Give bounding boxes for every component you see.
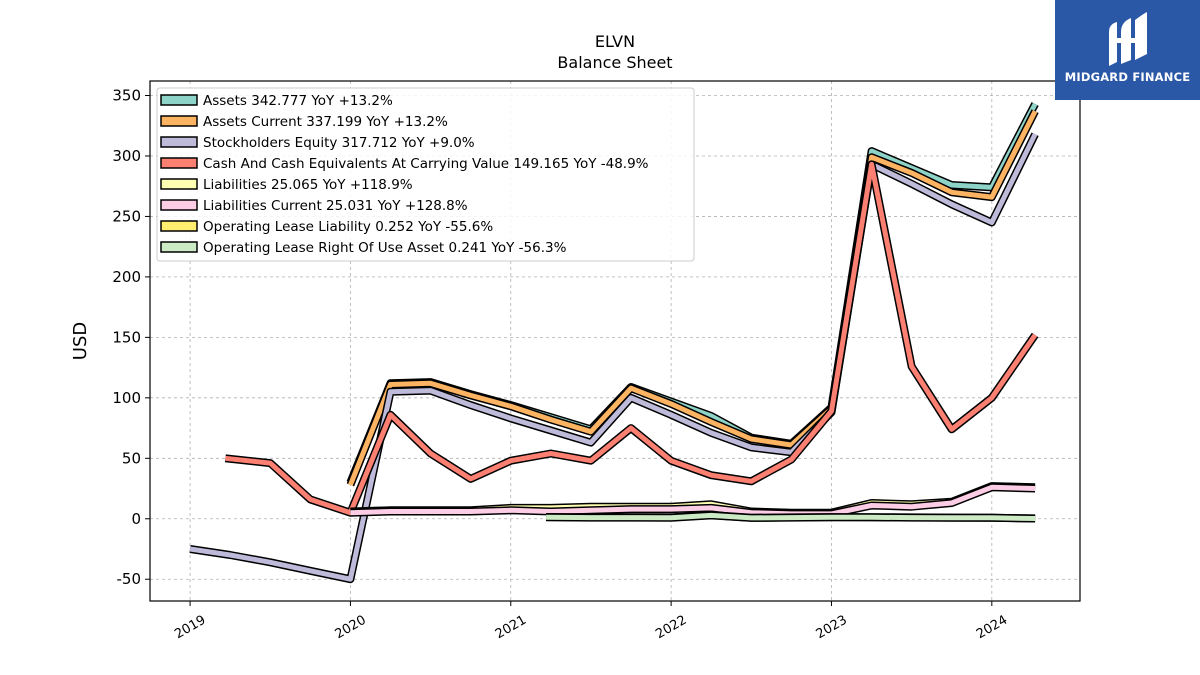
y-tick-label: 0 <box>131 510 141 528</box>
series-line <box>350 483 1036 518</box>
x-axis-ticks: 2019 2020 2021 2022 2023 2024 <box>172 601 1010 642</box>
x-tick-label: 2021 <box>493 613 529 643</box>
legend-label: Stockholders Equity 317.712 YoY +9.0% <box>203 135 475 151</box>
series-line-fill <box>348 110 1038 486</box>
midgard-logo-icon <box>1109 12 1147 66</box>
legend-item: Liabilities 25.065 YoY +118.9% <box>160 177 413 193</box>
legend-label: Cash And Cash Equivalents At Carrying Va… <box>203 156 649 172</box>
series-lines <box>189 102 1039 584</box>
x-tick-label: 2024 <box>974 613 1010 643</box>
y-tick-label: 50 <box>122 449 141 467</box>
legend-swatch <box>160 136 198 148</box>
series-line-fill <box>189 133 1038 582</box>
legend-swatch <box>160 199 198 211</box>
x-tick-label: 2023 <box>814 613 850 643</box>
y-tick-label: 150 <box>112 328 141 346</box>
legend-item: Stockholders Equity 317.712 YoY +9.0% <box>160 135 475 151</box>
legend-swatch <box>160 178 198 190</box>
y-tick-label: 250 <box>112 207 141 225</box>
plot-frame <box>149 80 1081 602</box>
y-axis-ticks: -50 0 50 100 150 200 250 300 350 <box>112 87 150 588</box>
legend-label: Assets 342.777 YoY +13.2% <box>203 93 393 109</box>
series-line <box>546 511 1036 523</box>
brand-logo: MIDGARD FINANCE <box>1055 0 1200 100</box>
y-axis-label: USD <box>70 322 91 360</box>
chart-subtitle: Balance Sheet <box>557 53 672 72</box>
series-line-fill <box>546 512 1036 521</box>
legend-swatch <box>160 220 198 232</box>
legend-label: Assets Current 337.199 YoY +13.2% <box>203 114 448 130</box>
legend-swatch <box>160 157 198 169</box>
x-tick-label: 2020 <box>333 613 369 643</box>
legend-label: Operating Lease Liability 0.252 YoY -55.… <box>203 219 493 235</box>
x-tick-label: 2022 <box>653 613 689 643</box>
x-tick-label: 2019 <box>172 613 208 643</box>
y-tick-label: 100 <box>112 389 141 407</box>
legend-label: Liabilities Current 25.031 YoY +128.8% <box>203 198 468 214</box>
series-line-fill <box>350 484 1036 517</box>
legend-item: Operating Lease Liability 0.252 YoY -55.… <box>160 219 493 235</box>
series-line <box>189 132 1039 584</box>
legend-item: Operating Lease Right Of Use Asset 0.241… <box>160 240 567 256</box>
legend-item: Cash And Cash Equivalents At Carrying Va… <box>160 156 649 172</box>
legend-item: Liabilities Current 25.031 YoY +128.8% <box>160 198 468 214</box>
legend-label: Liabilities 25.065 YoY +118.9% <box>203 177 413 193</box>
brand-name: MIDGARD FINANCE <box>1064 70 1191 84</box>
legend-item: Assets 342.777 YoY +13.2% <box>160 93 393 109</box>
legend: Assets 342.777 YoY +13.2% Assets Current … <box>156 87 695 262</box>
y-tick-label: -50 <box>117 570 142 588</box>
legend-swatch <box>160 94 198 106</box>
chart-title: ELVN <box>595 32 635 51</box>
legend-swatch <box>160 115 198 127</box>
series-line <box>224 160 1039 517</box>
y-tick-label: 200 <box>112 268 141 286</box>
series-line-fill <box>225 161 1038 516</box>
legend-box <box>156 87 695 262</box>
legend-swatch <box>160 241 198 253</box>
y-tick-label: 350 <box>112 87 141 105</box>
legend-item: Assets Current 337.199 YoY +13.2% <box>160 114 448 130</box>
series-line <box>346 109 1039 487</box>
y-tick-label: 300 <box>112 147 141 165</box>
legend-label: Operating Lease Right Of Use Asset 0.241… <box>203 240 567 256</box>
